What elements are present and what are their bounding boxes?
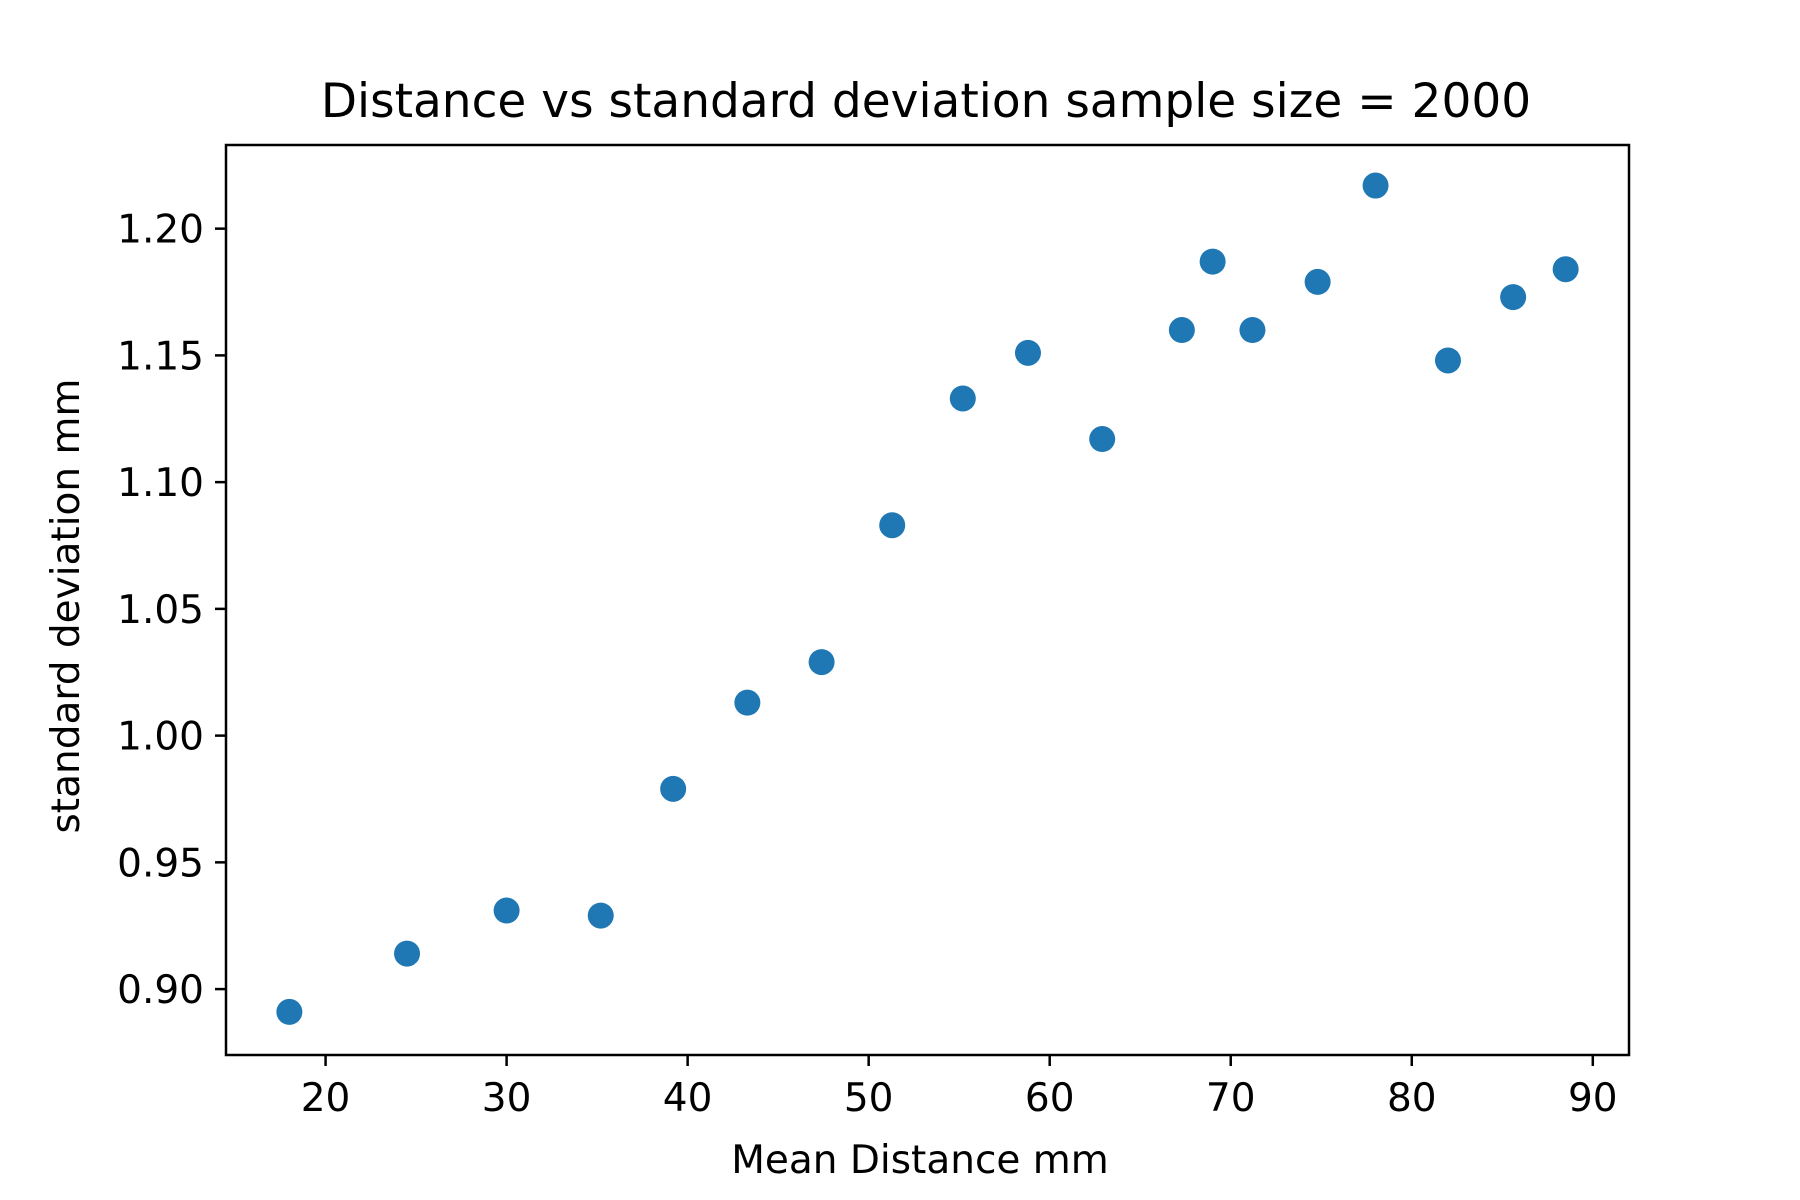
y-tick-label-0.95: 0.95 [117,841,204,886]
chart-title: Distance vs standard deviation sample si… [321,74,1531,129]
data-point-3 [493,897,520,924]
x-tick-label-50: 50 [844,1076,894,1121]
y-tick-label-1.15: 1.15 [117,334,204,379]
x-axis-ticks: 20 30 40 50 60 70 80 90 [301,1055,1618,1121]
data-point-16 [1362,172,1389,199]
y-axis-ticks: 0.90 0.95 1.00 1.05 1.10 1.15 1.20 [117,208,226,1013]
data-point-4 [587,902,614,929]
data-point-19 [1552,256,1579,283]
data-point-1 [276,998,303,1025]
data-point-12 [1168,317,1195,344]
data-point-14 [1239,317,1266,344]
data-point-5 [660,775,687,802]
x-axis-label: Mean Distance mm [731,1138,1109,1183]
y-axis-label: standard deviation mm [44,378,89,833]
y-tick-label-1.05: 1.05 [117,588,204,633]
data-point-8 [879,512,906,539]
data-point-2 [394,940,421,967]
x-tick-label-40: 40 [663,1076,713,1121]
data-points [276,172,1579,1025]
x-tick-label-70: 70 [1206,1076,1256,1121]
x-tick-label-90: 90 [1568,1076,1618,1121]
x-tick-label-20: 20 [301,1076,351,1121]
y-tick-label-1.00: 1.00 [117,715,204,760]
data-point-13 [1199,248,1226,275]
plot-area-frame [224,143,1631,1057]
data-point-7 [808,649,835,676]
x-tick-label-80: 80 [1387,1076,1437,1121]
x-tick-label-30: 30 [482,1076,532,1121]
data-point-15 [1304,268,1331,295]
data-point-9 [949,385,976,412]
x-tick-label-60: 60 [1025,1076,1075,1121]
y-tick-label-1.20: 1.20 [117,208,204,253]
y-tick-label-1.10: 1.10 [117,461,204,506]
data-point-11 [1089,426,1116,453]
data-point-17 [1434,347,1461,374]
data-point-6 [734,689,761,716]
data-point-10 [1014,339,1041,366]
y-tick-label-0.90: 0.90 [117,968,204,1013]
data-point-18 [1500,284,1527,311]
